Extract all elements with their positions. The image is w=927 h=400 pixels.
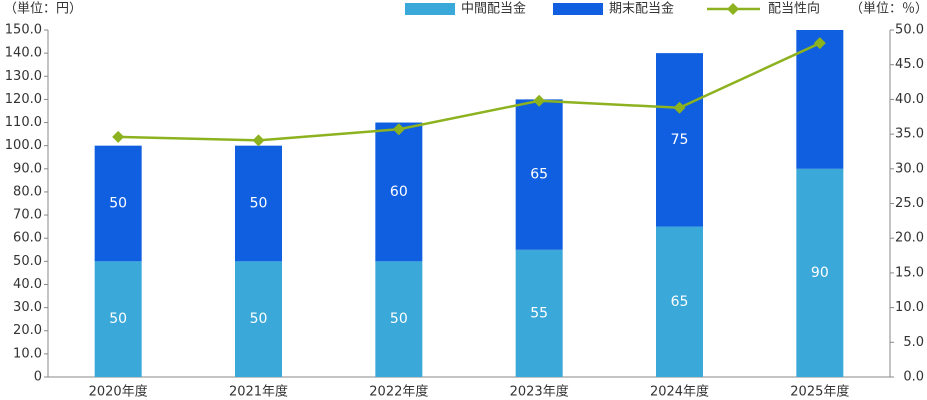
- y-tick-label: 0: [34, 370, 42, 385]
- y2-tick-label: 20.0: [895, 231, 924, 246]
- y-tick-label: 130.0: [5, 69, 42, 84]
- y-tick-label: 150.0: [5, 23, 42, 38]
- y2-tick-label: 25.0: [895, 196, 924, 211]
- y-tick-label: 140.0: [5, 46, 42, 61]
- bar-segment: [235, 145, 282, 262]
- bar-segment: [515, 249, 563, 377]
- value-label: 60: [390, 184, 408, 200]
- y2-tick-label: 15.0: [895, 265, 924, 280]
- value-label: 50: [390, 311, 408, 327]
- bar-segment: [796, 168, 844, 377]
- y-tick-label: 120.0: [5, 92, 42, 107]
- line: [118, 42, 821, 142]
- x-tick-label: 2021年度: [229, 384, 288, 400]
- y-tick-label: 30.0: [13, 300, 42, 315]
- line-marker: [533, 94, 546, 107]
- y-tick-label: 70.0: [13, 208, 42, 223]
- value-label: 50: [250, 311, 268, 327]
- value-label: 50: [109, 196, 127, 212]
- value-label: 55: [530, 305, 548, 321]
- y2-tick-label: 5.0: [903, 335, 924, 350]
- legend-label: 期末配当金: [609, 1, 674, 17]
- legend-swatch: [405, 3, 455, 15]
- x-tick-label: 2023年度: [510, 384, 569, 400]
- legend-marker: [727, 3, 739, 15]
- bar-segment: [796, 30, 844, 169]
- value-label: 50: [109, 311, 127, 327]
- legend-label: 中間配当金: [461, 1, 526, 17]
- y-tick-label: 10.0: [13, 346, 42, 361]
- bar-segment: [94, 145, 142, 262]
- y2-tick-label: 50.0: [895, 23, 924, 38]
- bar-segment: [94, 261, 142, 377]
- line-marker: [673, 101, 686, 114]
- value-label: 75: [671, 132, 689, 148]
- value-label: 50: [250, 196, 268, 212]
- bar-segment: [235, 261, 282, 377]
- y-tick-label: 90.0: [13, 161, 42, 176]
- bar-segment: [656, 226, 703, 377]
- x-tick-label: 2020年度: [89, 384, 148, 400]
- bar-segment: [375, 122, 423, 262]
- value-label: 65: [671, 294, 689, 310]
- bar-segment: [515, 99, 563, 250]
- x-tick-label: 2024年度: [650, 384, 709, 400]
- bar-segment: [656, 53, 703, 227]
- legend-label: 配当性向: [768, 1, 820, 17]
- y2-tick-label: 45.0: [895, 57, 924, 72]
- line-marker: [392, 123, 405, 136]
- y-tick-label: 100.0: [5, 138, 42, 153]
- line-marker: [252, 134, 265, 147]
- y2-tick-label: 10.0: [895, 300, 924, 315]
- x-tick-label: 2022年度: [369, 384, 428, 400]
- line-marker: [112, 130, 125, 143]
- y-tick-label: 50.0: [13, 254, 42, 269]
- legend-swatch: [553, 3, 603, 15]
- bar-segment: [375, 261, 423, 377]
- y-tick-label: 40.0: [13, 277, 42, 292]
- y-tick-label: 80.0: [13, 184, 42, 199]
- y2-tick-label: 40.0: [895, 92, 924, 107]
- y-tick-label: 20.0: [13, 323, 42, 338]
- y-tick-label: 110.0: [5, 115, 42, 130]
- x-tick-label: 2025年度: [790, 384, 849, 400]
- value-label: 65: [530, 167, 548, 183]
- y-unit-label: （単位：円）: [4, 1, 82, 17]
- y2-unit-label: （単位：％）: [850, 1, 927, 17]
- y2-tick-label: 35.0: [895, 127, 924, 142]
- y-tick-label: 60.0: [13, 231, 42, 246]
- value-label: 90: [811, 265, 829, 281]
- y2-tick-label: 30.0: [895, 161, 924, 176]
- y2-tick-label: 0.0: [903, 370, 924, 385]
- line-marker: [813, 37, 826, 50]
